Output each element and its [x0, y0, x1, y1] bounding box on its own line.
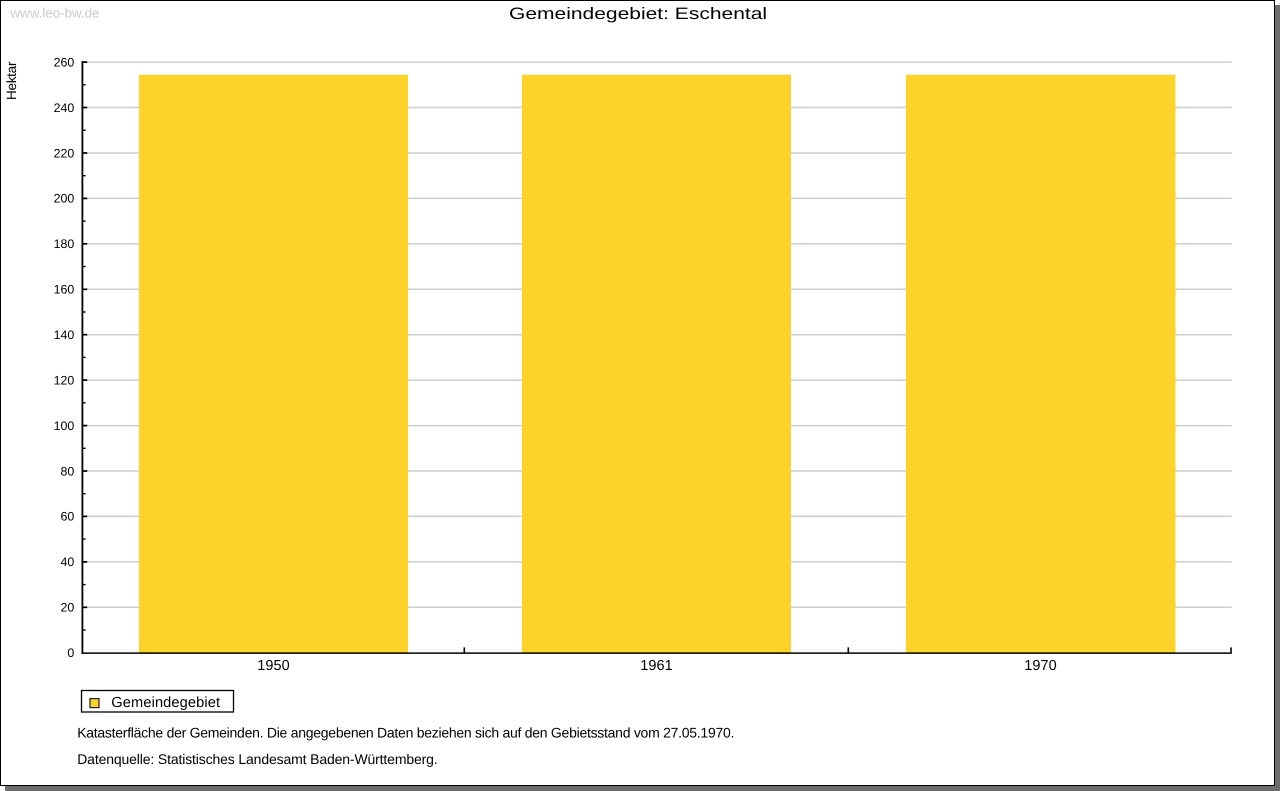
svg-text:Hektar: Hektar [4, 61, 19, 100]
svg-text:Gemeindegebiet: Gemeindegebiet [111, 695, 220, 711]
svg-text:120: 120 [54, 373, 75, 387]
svg-text:0: 0 [67, 646, 74, 660]
svg-text:1950: 1950 [257, 658, 289, 674]
svg-text:160: 160 [54, 283, 75, 297]
svg-text:1970: 1970 [1024, 658, 1056, 674]
svg-text:100: 100 [54, 419, 75, 433]
svg-text:80: 80 [61, 464, 75, 478]
svg-text:240: 240 [54, 101, 75, 115]
svg-text:Datenquelle: Statistisches Lan: Datenquelle: Statistisches Landesamt Bad… [77, 751, 438, 767]
svg-text:Gemeindegebiet: Eschental: Gemeindegebiet: Eschental [509, 5, 767, 23]
svg-text:180: 180 [54, 237, 75, 251]
svg-text:60: 60 [61, 510, 75, 524]
svg-text:Katasterfläche der Gemeinden.: Katasterfläche der Gemeinden. Die angege… [77, 725, 734, 741]
svg-text:20: 20 [61, 601, 75, 615]
svg-text:www.leo-bw.de: www.leo-bw.de [9, 6, 99, 21]
svg-text:220: 220 [54, 146, 75, 160]
svg-text:40: 40 [61, 555, 75, 569]
svg-text:140: 140 [54, 328, 75, 342]
svg-text:260: 260 [54, 55, 75, 69]
svg-text:200: 200 [54, 192, 75, 206]
svg-text:1961: 1961 [640, 658, 672, 674]
